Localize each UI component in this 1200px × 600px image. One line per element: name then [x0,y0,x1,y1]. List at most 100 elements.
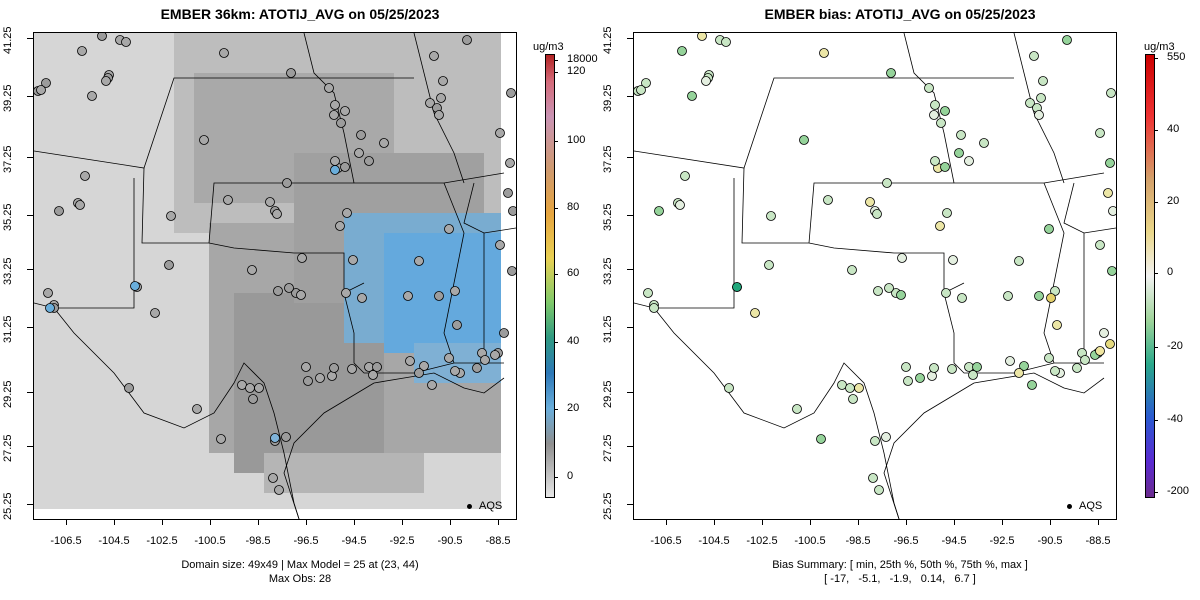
y-tick-label: 39.25 [602,84,614,112]
y-tick-mark [27,446,33,447]
aqs-station-marker [414,256,424,266]
aqs-station-marker [282,178,292,188]
model-map-panel: EMBER 36km: ATOTIJ_AVG on 05/25/2023 [2,6,598,585]
aqs-station-marker [303,376,313,386]
aqs-station-marker [356,130,366,140]
aqs-station-marker [1025,98,1035,108]
aqs-station-marker [1050,366,1060,376]
aqs-station-marker [724,383,734,393]
aqs-stations [634,33,1116,495]
aqs-station-marker [121,37,131,47]
aqs-station-marker [956,130,966,140]
y-tick-label: 33.25 [602,257,614,285]
x-tick-label: -102.5 [146,535,178,547]
aqs-station-marker [1019,361,1029,371]
aqs-station-marker [896,290,906,300]
aqs-station-marker [636,85,646,95]
aqs-station-marker [450,286,460,296]
aqs-station-marker [643,288,653,298]
y-tick-mark [27,269,33,270]
aqs-station-marker [1095,240,1105,250]
aqs-station-marker [942,208,952,218]
aqs-station-marker [450,366,460,376]
state-boundary [1063,182,1116,234]
aqs-station-marker [930,156,940,166]
aqs-station-marker [940,162,950,172]
y-tick-mark [627,327,633,328]
aqs-station-marker [1038,76,1048,86]
aqs-station-marker [434,291,444,301]
colorbar-tick-mark [1154,347,1158,348]
aqs-station-marker [342,208,352,218]
aqs-station-marker [901,362,911,372]
aqs-station-marker [697,33,707,41]
texas-boundary [53,307,300,519]
aqs-station-marker [444,224,454,234]
aqs-station-marker [508,206,516,216]
y-tick-mark [627,96,633,97]
colorbar-tick-mark [554,477,558,478]
aqs-station-marker [819,48,829,58]
domain-edge [501,33,516,519]
aqs-station-marker [506,88,516,98]
x-tick-mark [666,519,667,525]
bias-map-panel: EMBER bias: ATOTIJ_AVG on 05/25/2023 [600,0,1200,600]
x-tick-label: -98.5 [245,535,271,547]
aqs-station-marker [873,286,883,296]
x-tick-label: -104.5 [98,535,130,547]
bias-summary-caption: Bias Summary: [ min, 25th %, 50th %, 75t… [772,559,1028,571]
aqs-station-marker [1099,328,1109,338]
y-tick-label: 35.25 [602,203,614,231]
x-tick-mark [1050,519,1051,525]
model-map-title: EMBER 36km: ATOTIJ_AVG on 05/25/2023 [160,6,440,22]
aqs-stations [34,33,516,495]
aqs-station-marker [150,308,160,318]
aqs-station-marker [1044,353,1054,363]
colorbar-tick-mark [1154,273,1158,274]
aqs-station-marker [940,106,950,116]
colorbar-tick-label: 550 [1167,51,1186,63]
x-tick-label: -96.5 [293,535,319,547]
y-tick-mark [627,446,633,447]
y-tick-label: 27.25 [602,434,614,462]
x-tick-label: -98.5 [845,535,871,547]
aqs-legend: AQS [467,500,502,512]
y-tick-label: 39.25 [2,84,14,112]
aqs-station-marker [405,356,415,366]
aqs-station-marker [1062,35,1072,45]
state-boundary [634,77,1014,169]
aqs-station-marker [330,156,340,166]
aqs-station-marker [721,37,731,47]
aqs-station-marker [444,353,454,363]
colorbar-tick-label: 40 [1167,123,1180,135]
aqs-station-marker [335,221,345,231]
aqs-station-marker [929,363,939,373]
mississippi-river [1043,182,1065,364]
colorbar-units: ug/m3 [1144,41,1175,53]
aqs-station-marker [968,370,978,380]
aqs-station-marker [675,200,685,210]
colorbar-tick-label: 40 [567,335,580,347]
bias-summary-values: [ -17, -5.1, -1.9, 0.14, 6.7 ] [824,573,976,585]
y-tick-label: 31.25 [2,315,14,343]
aqs-station-marker [97,33,107,41]
legend-dot-icon [467,503,472,509]
y-tick-mark [27,504,33,505]
aqs-station-marker [219,48,229,58]
aqs-station-marker [972,362,982,372]
domain-caption: Domain size: 49x49 | Max Model = 25 at (… [181,559,419,571]
y-tick-mark [627,504,633,505]
y-tick-mark [27,96,33,97]
colorbar-tick-mark [554,342,558,343]
aqs-station-marker [935,221,945,231]
aqs-station-marker [495,240,505,250]
aqs-station-marker [1034,110,1044,120]
x-tick-label: -102.5 [746,535,778,547]
aqs-station-marker [80,171,90,181]
aqs-station-marker [929,110,939,120]
aqs-station-marker [368,370,378,380]
domain-edge [34,509,516,519]
x-tick-mark [258,519,259,525]
aqs-station-marker [315,373,325,383]
aqs-station-marker [75,200,85,210]
